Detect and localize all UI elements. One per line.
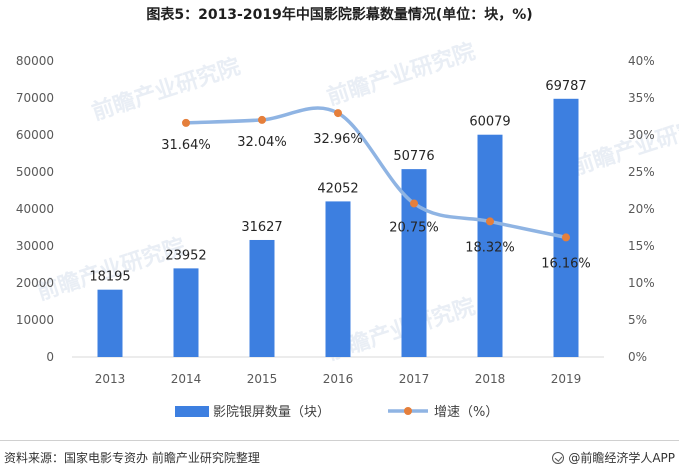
bar-value-label: 23952 (165, 248, 206, 263)
watermark-text: 前瞻产业研究院 (89, 53, 244, 125)
bar (173, 268, 199, 357)
left-tick-label: 60000 (16, 128, 54, 142)
bar (477, 134, 503, 357)
chart-title: 图表5：2013-2019年中国影院影幕数量情况(单位：块，%) (146, 7, 533, 23)
left-tick-label: 0 (46, 350, 54, 364)
line-markers (182, 109, 570, 242)
watermark-text: 前瞻产业研究院 (569, 108, 679, 180)
right-tick-label: 20% (628, 202, 655, 216)
right-tick-label: 40% (628, 54, 655, 68)
right-tick-label: 30% (628, 128, 655, 142)
legend-line-marker (404, 407, 412, 415)
left-axis: 0 10000 20000 30000 40000 50000 60000 70000 8000… (16, 54, 54, 364)
bar-value-label: 18195 (89, 270, 130, 285)
left-tick-label: 20000 (16, 276, 54, 290)
bar (325, 201, 351, 357)
left-tick-label: 30000 (16, 239, 54, 253)
x-tick-label: 2013 (95, 372, 126, 386)
line-marker (182, 118, 190, 127)
legend-line-label: 增速（%） (434, 405, 498, 420)
line-labels: 31.64% 32.04% 32.96% 20.75% 18.32% 16.16% (161, 132, 591, 271)
line-marker (486, 217, 494, 226)
line-value-label: 31.64% (161, 138, 211, 153)
right-axis: 0% 5% 10% 15% 20% 25% 30% 35% 40% (628, 54, 655, 364)
right-tick-label: 0% (628, 350, 647, 364)
line-marker (334, 109, 342, 118)
right-tick-label: 10% (628, 276, 655, 290)
bar (553, 98, 579, 358)
legend: 影院银屏数量（块） 增速（%） (175, 405, 498, 420)
bars (97, 98, 579, 358)
left-tick-label: 40000 (16, 202, 54, 216)
bar (97, 289, 123, 357)
x-tick-label: 2016 (323, 372, 354, 386)
line-value-label: 18.32% (465, 240, 515, 255)
line-value-label: 32.04% (237, 135, 287, 150)
bar-value-label: 60079 (469, 115, 510, 130)
bar-value-label: 31627 (241, 220, 282, 235)
right-tick-label: 15% (628, 239, 655, 253)
left-tick-label: 70000 (16, 91, 54, 105)
source-note: 资料来源：国家电影专资办 前瞻产业研究院整理 (4, 451, 260, 465)
line-marker (258, 115, 266, 124)
bar-value-label: 50776 (393, 149, 434, 164)
x-tick-label: 2015 (247, 372, 278, 386)
left-tick-label: 10000 (16, 313, 54, 327)
x-tick-label: 2018 (475, 372, 506, 386)
bar-value-label: 42052 (317, 181, 358, 196)
left-tick-label: 50000 (16, 165, 54, 179)
left-tick-label: 80000 (16, 54, 54, 68)
x-tick-label: 2017 (399, 372, 430, 386)
line-value-label: 20.75% (389, 220, 439, 235)
line-value-label: 16.16% (541, 256, 591, 271)
legend-bar-swatch (175, 406, 209, 417)
line-value-label: 32.96% (313, 132, 363, 147)
x-axis: 2013 2014 2015 2016 2017 2018 2019 (95, 372, 582, 386)
brand: @前瞻经济学人APP (552, 449, 675, 466)
x-tick-label: 2014 (171, 372, 202, 386)
bar (249, 239, 275, 357)
x-tick-label: 2019 (551, 372, 582, 386)
right-tick-label: 5% (628, 313, 647, 327)
right-tick-label: 25% (628, 165, 655, 179)
watermark-text: 前瞻产业研究院 (324, 38, 479, 110)
brand-logo-icon (552, 451, 565, 464)
line-marker (562, 233, 570, 242)
legend-bar-label: 影院银屏数量（块） (213, 405, 330, 420)
bar-value-label: 69787 (545, 79, 586, 94)
line-marker (410, 199, 418, 208)
brand-text: @前瞻经济学人APP (568, 451, 675, 465)
right-tick-label: 35% (628, 91, 655, 105)
footer: 资料来源：国家电影专资办 前瞻产业研究院整理 @前瞻经济学人APP (0, 440, 679, 474)
bar-labels: 18195 23952 31627 42052 50776 60079 69787 (89, 79, 586, 285)
